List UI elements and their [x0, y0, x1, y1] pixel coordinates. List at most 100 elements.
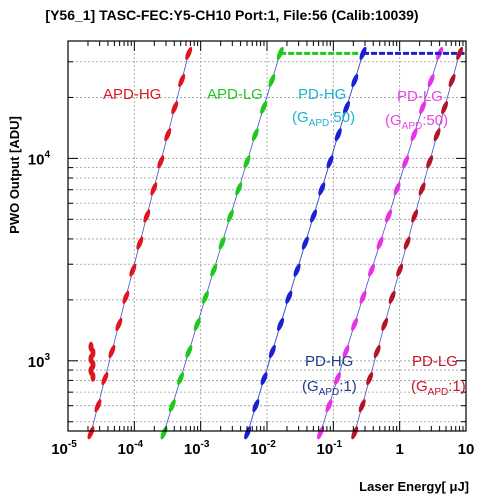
x-tick-label: 10-3	[184, 439, 210, 458]
data-point	[301, 236, 309, 250]
series-3	[317, 46, 444, 440]
annotation-label: (GAPD:1)	[411, 378, 466, 398]
data-point	[427, 73, 435, 88]
tick-labels: 10-5 10-4 10-3 10-2 10-1 1 10 103 104	[28, 149, 475, 458]
annotation-label: APD-LG	[207, 86, 263, 103]
y-axis-title: PWO Output [ADU]	[7, 116, 22, 234]
data-point	[90, 371, 96, 382]
series-0	[87, 46, 193, 440]
data-point	[251, 128, 259, 142]
data-point	[410, 128, 418, 142]
data-point	[351, 317, 358, 331]
data-point	[433, 128, 441, 142]
data-point	[185, 344, 193, 359]
x-tick-label: 10	[458, 441, 475, 458]
data-point	[157, 155, 165, 169]
data-point	[334, 372, 341, 386]
data-point	[318, 182, 326, 196]
data-point	[351, 426, 359, 440]
data-point	[293, 263, 301, 277]
data-point	[456, 46, 464, 60]
data-point	[115, 317, 123, 331]
data-point	[143, 209, 151, 223]
data-point	[101, 372, 109, 386]
data-point	[218, 236, 226, 250]
chart-title: [Y56_1] TASC-FEC:Y5-CH10 Port:1, File:56…	[45, 7, 418, 23]
data-point	[359, 290, 367, 304]
data-point	[150, 182, 158, 196]
data-point	[171, 101, 179, 115]
axis-ticks	[67, 41, 466, 431]
apd-hg-pedestal	[88, 341, 96, 382]
data-point	[129, 263, 137, 277]
data-point	[260, 372, 268, 386]
data-point	[396, 263, 404, 277]
x-tick-label: 10-4	[118, 439, 144, 458]
data-point	[358, 399, 366, 413]
annotation-label: PD-HG	[298, 86, 346, 103]
data-point	[160, 426, 168, 440]
data-point	[385, 209, 392, 223]
data-point	[178, 73, 186, 88]
data-point	[87, 426, 95, 440]
data-point	[260, 101, 268, 115]
series-1	[160, 46, 360, 440]
data-point	[210, 263, 218, 277]
data-point	[244, 426, 252, 440]
data-point	[325, 399, 333, 413]
data-point	[326, 155, 334, 169]
data-point	[441, 101, 449, 115]
data-point	[202, 290, 209, 304]
data-point	[193, 317, 201, 331]
data-point	[164, 128, 172, 142]
annotation-label: (GAPD:50)	[385, 112, 448, 132]
data-point	[342, 344, 350, 359]
series-annotations: APD-HG APD-LG PD-HG (GAPD:50) PD-LG (GAPD:50)…	[103, 86, 466, 398]
annotation-label: PD-LG	[412, 353, 458, 370]
series-5	[351, 46, 464, 440]
data-point	[373, 344, 381, 359]
data-point	[268, 344, 276, 359]
data-point	[334, 128, 342, 142]
y-tick-label: 103	[28, 352, 51, 371]
data-point	[388, 290, 396, 304]
data-point	[351, 73, 359, 88]
data-point	[317, 426, 324, 440]
data-point	[268, 73, 276, 88]
data-point	[277, 317, 285, 331]
data-point	[419, 101, 427, 115]
data-point	[366, 372, 374, 386]
data-point	[136, 236, 144, 250]
y-tick-label: 104	[28, 149, 51, 168]
x-tick-label: 10-5	[51, 439, 77, 458]
annotation-label: (GAPD:1)	[302, 378, 357, 398]
data-point	[448, 73, 456, 88]
x-tick-label: 10-2	[250, 439, 276, 458]
data-point	[122, 290, 130, 304]
data-point	[402, 155, 410, 169]
data-point	[226, 209, 234, 223]
annotation-label: PD-LG	[397, 88, 443, 105]
annotation-label: PD-HG	[305, 353, 353, 370]
data-point	[376, 236, 384, 250]
data-point	[252, 399, 260, 413]
data-point	[411, 209, 419, 223]
x-axis-title: Laser Energy[ μJ]	[359, 479, 469, 494]
annotation-label: (GAPD:50)	[292, 109, 355, 129]
data-point	[108, 344, 116, 359]
data-point	[393, 182, 401, 196]
data-series	[87, 46, 465, 440]
data-point	[177, 372, 185, 386]
annotation-label: APD-HG	[103, 86, 161, 103]
data-point	[403, 236, 411, 250]
data-point	[381, 317, 389, 331]
data-point	[235, 182, 243, 196]
data-point	[94, 399, 102, 413]
series-4	[244, 46, 465, 440]
data-point	[368, 263, 375, 277]
data-point	[285, 290, 293, 304]
x-tick-label: 10-1	[317, 439, 343, 458]
data-point	[426, 155, 434, 169]
data-point	[343, 101, 350, 115]
